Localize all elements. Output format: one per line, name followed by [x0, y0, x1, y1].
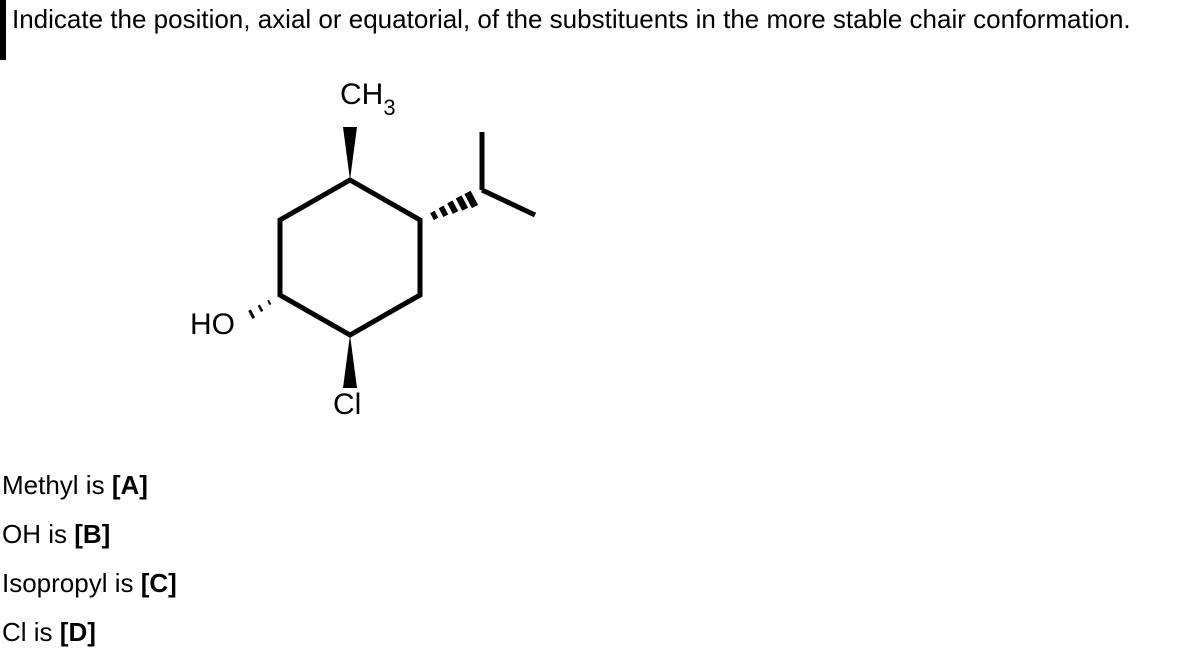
answers-block: Methyl is [A] OH is [B] Isopropyl is [C]… [2, 470, 177, 659]
ch3-sub: 3 [383, 95, 395, 120]
left-border [0, 0, 6, 60]
answer-isopropyl: Isopropyl is [C] [2, 568, 177, 599]
label-cl: Cl [333, 388, 361, 422]
question-text: Indicate the position, axial or equatori… [12, 4, 1131, 35]
label-ch3: CH3 [340, 78, 396, 117]
structure-svg [190, 60, 620, 430]
answer-methyl-slot: [A] [112, 470, 148, 500]
answer-oh-prefix: OH is [2, 519, 74, 549]
answer-cl: Cl is [D] [2, 617, 177, 648]
isopropyl-branch-1 [482, 190, 535, 215]
wedge-chloro [343, 335, 357, 388]
dash-hydroxyl [248, 300, 271, 319]
answer-isopropyl-slot: [C] [141, 568, 177, 598]
wedge-methyl [343, 127, 357, 180]
chemical-structure-diagram: CH3 HO Cl [190, 60, 620, 430]
answer-methyl: Methyl is [A] [2, 470, 177, 501]
ch3-text: CH [340, 78, 383, 111]
answer-oh: OH is [B] [2, 519, 177, 550]
answer-oh-slot: [B] [74, 519, 110, 549]
answer-cl-slot: [D] [60, 617, 96, 647]
page: Indicate the position, axial or equatori… [0, 0, 1200, 659]
cyclohexane-ring [280, 180, 420, 335]
dash-isopropyl [432, 193, 476, 218]
answer-cl-prefix: Cl is [2, 617, 60, 647]
answer-isopropyl-prefix: Isopropyl is [2, 568, 141, 598]
answer-methyl-prefix: Methyl is [2, 470, 112, 500]
label-ho: HO [190, 308, 235, 342]
